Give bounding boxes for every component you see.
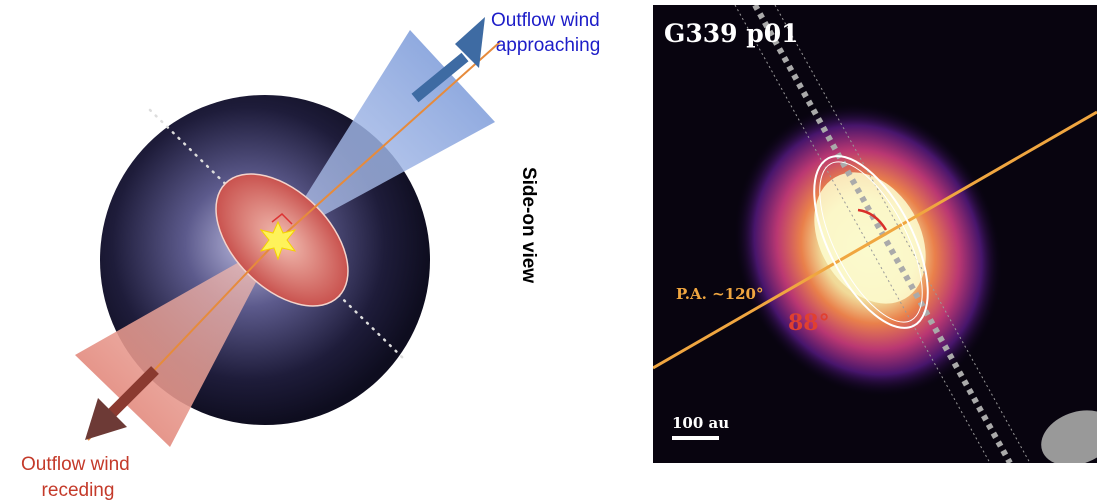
image-panel: G339 p01 P.A. ~120° 88° 100 au — [653, 5, 1097, 475]
angle-label: 88° — [788, 310, 830, 336]
view-label: Side-on view — [518, 167, 539, 283]
approaching-label: Outflow wind approaching — [491, 10, 605, 56]
figure: Outflow wind approaching Outflow wind re… — [0, 0, 1097, 503]
pa-label: P.A. ~120° — [676, 285, 763, 303]
image-title: G339 p01 — [664, 19, 799, 48]
receding-label: Outflow wind receding — [21, 454, 135, 501]
schematic: Outflow wind approaching Outflow wind re… — [21, 10, 605, 501]
scale-bar-label: 100 au — [672, 414, 729, 432]
